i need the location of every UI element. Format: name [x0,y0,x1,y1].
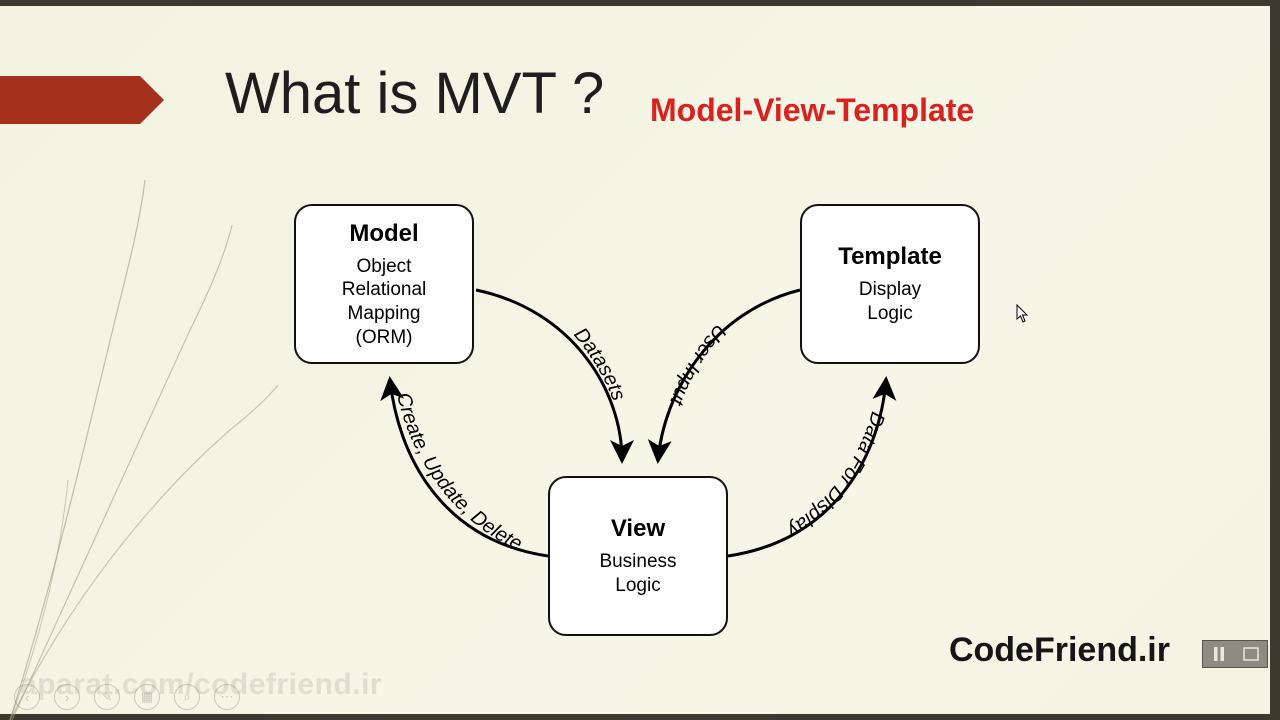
show-all-slides-button[interactable]: ▦ [134,684,160,710]
accent-banner [0,76,140,124]
svg-text:Datasets: Datasets [569,324,629,404]
node-view-title: View [611,514,665,544]
edge-datasets [476,290,622,460]
slide-subtitle: Model-View-Template [650,92,974,129]
svg-text:User Input: User Input [665,320,731,409]
node-view-body: Business Logic [599,550,676,598]
prev-slide-button[interactable]: ‹ [14,684,40,710]
node-template-body: Display Logic [859,278,921,326]
svg-text:Create, Update, Delete: Create, Update, Delete [392,390,526,555]
node-model-title: Model [349,219,418,249]
svg-text:Data For Display: Data For Display [782,409,888,542]
node-view: View Business Logic [548,476,728,636]
slideshow-controls: ‹ › ✎ ▦ ⌕ ⋯ [14,684,240,710]
frame-edge-top [0,0,1280,6]
fullscreen-button[interactable] [1237,644,1265,664]
footer-brand: CodeFriend.ir [949,631,1170,670]
edge-cud [390,380,548,556]
edge-label-cud: Create, Update, Delete [392,390,526,555]
edge-label-userinput: User Input [665,320,731,409]
pen-tool-button[interactable]: ✎ [94,684,120,710]
fullscreen-icon [1243,647,1259,661]
node-template-title: Template [838,242,942,272]
slide: What is MVT ? Model-View-Template Datase… [0,0,1280,720]
cursor-icon [1016,304,1030,324]
edge-label-datadisplay: Data For Display [782,409,888,542]
slide-title: What is MVT ? [225,60,604,127]
next-slide-button[interactable]: › [54,684,80,710]
edge-userinput [658,290,800,460]
node-model-body: Object Relational Mapping (ORM) [342,255,427,350]
pause-icon [1213,647,1225,661]
node-template: Template Display Logic [800,204,980,364]
pause-button[interactable] [1205,644,1233,664]
zoom-button[interactable]: ⌕ [174,684,200,710]
more-options-button[interactable]: ⋯ [214,684,240,710]
video-player-controls[interactable] [1202,640,1268,668]
node-model: Model Object Relational Mapping (ORM) [294,204,474,364]
frame-edge-bottom [0,714,1280,720]
edge-datadisplay [728,380,886,556]
frame-edge-right [1270,0,1280,720]
edge-label-datasets: Datasets [569,324,629,404]
